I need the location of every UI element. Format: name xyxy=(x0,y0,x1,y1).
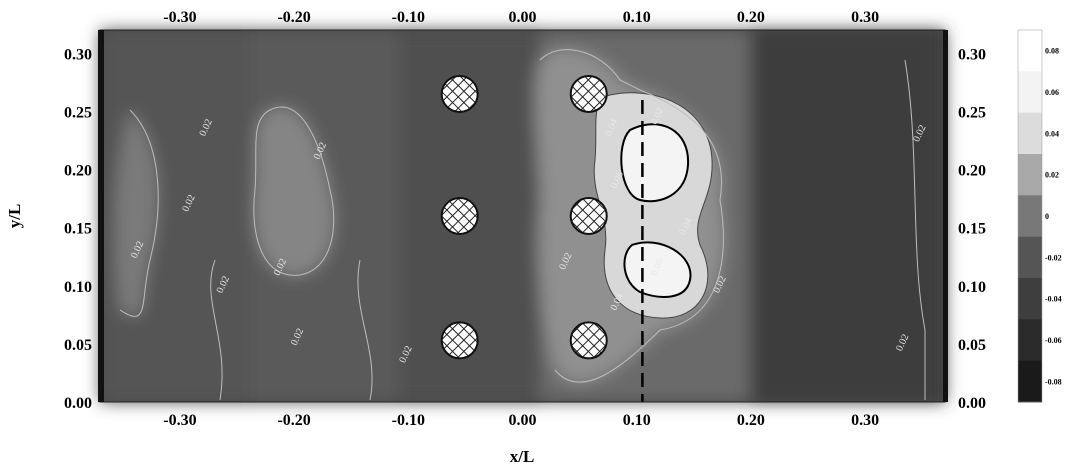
contour-0.06-region-lower xyxy=(623,241,692,298)
cylinder-marker xyxy=(440,74,479,113)
cylinder-marker xyxy=(569,321,608,360)
y-tick-label-left: 0.00 xyxy=(64,395,92,412)
colorbar-tick-label: -0.02 xyxy=(1045,253,1062,262)
cylinder-marker xyxy=(569,197,608,235)
cylinder-marker xyxy=(440,321,479,360)
colorbar-band xyxy=(1018,30,1042,72)
colorbar-band xyxy=(1018,112,1042,155)
x-tick-label-top: -0.30 xyxy=(163,9,196,26)
y-tick-label-left: 0.05 xyxy=(64,337,92,354)
y-axis-label: y/L xyxy=(5,204,24,229)
x-tick-label-bottom: -0.20 xyxy=(277,412,310,429)
x-tick-label-bottom: 0.20 xyxy=(737,412,765,429)
y-tick-label-right: 0.25 xyxy=(958,104,986,121)
x-tick-label-top: 0.20 xyxy=(737,9,765,26)
y-tick-label-right: 0.20 xyxy=(958,163,986,180)
y-tick-label-left: 0.25 xyxy=(64,104,92,121)
x-tick-label-top: 0.00 xyxy=(509,9,537,26)
colorbar-tick-label: -0.06 xyxy=(1045,336,1062,345)
colorbar-tick-label: -0.04 xyxy=(1045,295,1062,304)
cylinder-marker xyxy=(569,74,608,113)
colorbar: 0.08 0.06 0.04 0.02 0 -0.02 -0.04 -0.06 -0.08 xyxy=(1017,29,1062,403)
x-tick-label-bottom: 0.30 xyxy=(851,412,879,429)
colorbar-band xyxy=(1018,154,1042,196)
colorbar-tick-label: 0.06 xyxy=(1045,88,1059,97)
plot-area: 0.020.020.020.020.020.020.020.020.020.04… xyxy=(98,29,948,403)
y-tick-label-right: 0.15 xyxy=(958,221,986,238)
y-tick-label-left: 0.30 xyxy=(64,46,92,63)
x-axis-top: -0.30 -0.20 -0.10 0.00 0.10 0.20 0.30 xyxy=(163,9,879,26)
contour-lines xyxy=(119,49,926,401)
colorbar-tick-label: 0 xyxy=(1045,212,1049,221)
colorbar-tick-label: 0.02 xyxy=(1045,171,1059,180)
plot-right-edge xyxy=(943,30,948,402)
y-tick-label-left: 0.15 xyxy=(64,221,92,238)
x-tick-label-bottom: 0.00 xyxy=(509,412,537,429)
y-axis-left: 0.00 0.05 0.10 0.15 0.20 0.25 0.30 xyxy=(64,46,92,412)
y-tick-label-right: 0.10 xyxy=(958,279,986,296)
colorbar-tick-label: 0.08 xyxy=(1045,47,1059,56)
y-tick-label-left: 0.10 xyxy=(64,279,92,296)
field-shading xyxy=(100,30,945,402)
x-tick-label-bottom: -0.30 xyxy=(163,412,196,429)
x-axis-label: x/L xyxy=(510,447,535,466)
colorbar-frame xyxy=(1017,29,1043,403)
y-axis-right: 0.00 0.05 0.10 0.15 0.20 0.25 0.30 xyxy=(958,46,986,412)
cylinders xyxy=(440,74,608,360)
y-tick-label-right: 0.05 xyxy=(958,337,986,354)
colorbar-tick-label: -0.08 xyxy=(1045,377,1062,386)
x-tick-label-bottom: -0.10 xyxy=(392,412,425,429)
cylinder-marker xyxy=(440,197,479,235)
colorbar-band xyxy=(1018,236,1042,279)
colorbar-band xyxy=(1018,319,1042,362)
x-tick-label-top: -0.10 xyxy=(392,9,425,26)
colorbar-band xyxy=(1018,195,1042,238)
y-tick-label-left: 0.20 xyxy=(64,163,92,180)
x-tick-label-bottom: 0.10 xyxy=(623,412,651,429)
x-tick-label-top: 0.10 xyxy=(623,9,651,26)
y-tick-label-right: 0.30 xyxy=(958,46,986,63)
x-tick-label-top: 0.30 xyxy=(851,9,879,26)
contour-0.06-region-upper xyxy=(620,123,690,203)
x-axis-bottom: -0.30 -0.20 -0.10 0.00 0.10 0.20 0.30 xyxy=(163,412,879,429)
colorbar-band xyxy=(1018,360,1042,403)
x-tick-label-top: -0.20 xyxy=(277,9,310,26)
colorbar-band xyxy=(1018,278,1042,320)
plot-left-edge xyxy=(98,30,104,402)
colorbar-band xyxy=(1018,71,1042,114)
y-tick-label-right: 0.00 xyxy=(958,395,986,412)
colorbar-tick-label: 0.04 xyxy=(1045,129,1059,138)
